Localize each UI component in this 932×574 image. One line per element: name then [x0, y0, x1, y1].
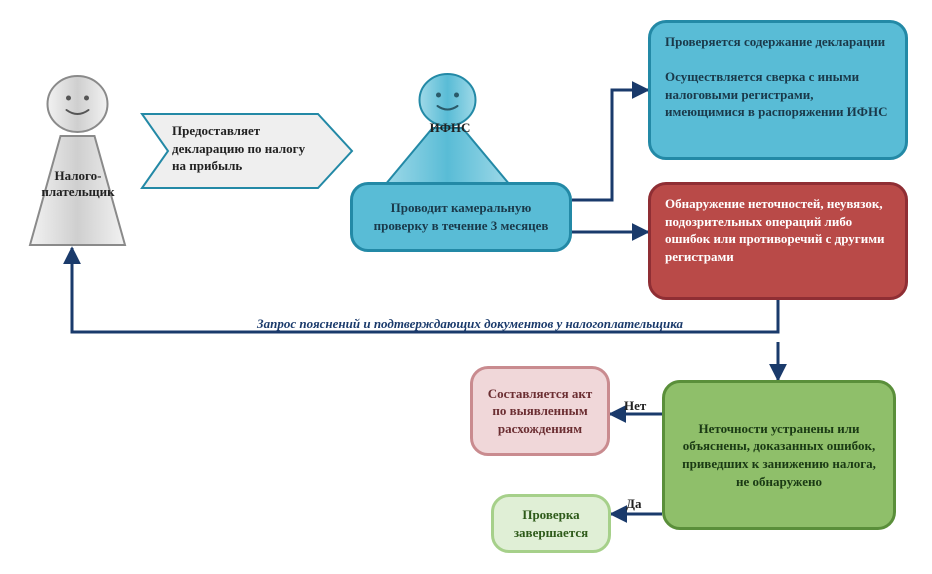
audit-complete-box: Проверка завершается — [491, 494, 611, 553]
edge-label-yes: Да — [626, 496, 641, 512]
detects-issues-box: Обнаружение неточностей, неувязок, подоз… — [648, 182, 908, 300]
act-drafted-box: Составляется акт по выявленным расхожден… — [470, 366, 610, 456]
ifns-label: ИФНС — [420, 120, 480, 138]
edge-label-no: Нет — [624, 398, 646, 414]
issues-resolved-box: Неточности устранены или объяснены, дока… — [662, 380, 896, 530]
request-caption: Запрос пояснений и подтверждающих докуме… — [210, 316, 730, 336]
checks-declaration-box: Проверяется содержание декларацииОсущест… — [648, 20, 908, 160]
provides-declaration-text: Предоставляет декларацию по налогу на пр… — [172, 122, 322, 180]
conducts-audit-box: Проводит камеральную проверку в течение … — [350, 182, 572, 252]
taxpayer-label: Налого-плательщик — [28, 168, 128, 202]
